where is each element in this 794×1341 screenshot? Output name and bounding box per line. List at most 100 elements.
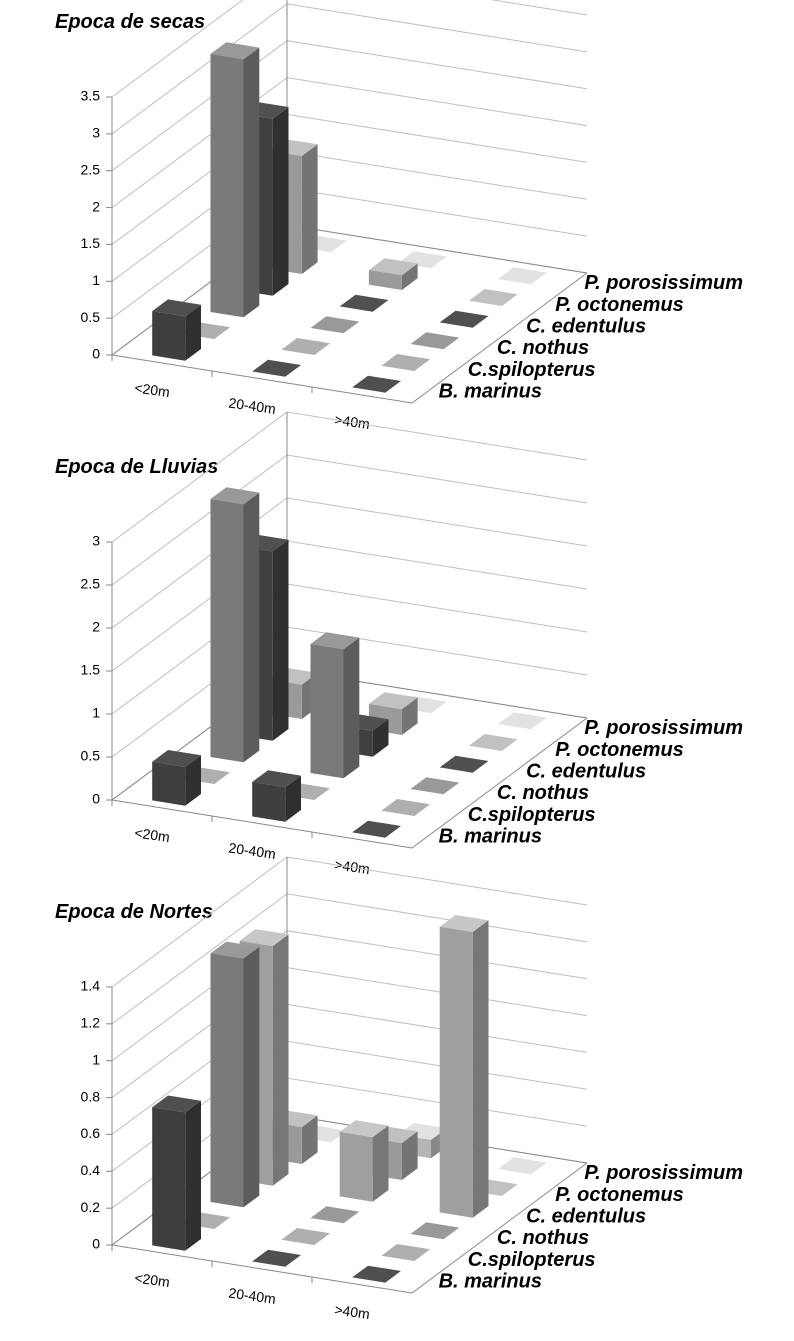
bar-top: [339, 1120, 389, 1138]
bar-side: [301, 144, 318, 274]
bar-front: [339, 1131, 373, 1202]
bar: [339, 294, 389, 312]
bar-top: [439, 310, 489, 328]
bar: [410, 1222, 460, 1240]
bar-front: [368, 270, 402, 290]
y-tick-label: 1: [92, 272, 100, 288]
bar-top: [252, 1249, 301, 1267]
bar-side: [272, 107, 289, 296]
bar: [468, 289, 518, 306]
x-tick-label: >40m: [334, 1301, 371, 1322]
chart-title: Epoca de Lluvias: [55, 456, 218, 478]
bar-side: [343, 637, 360, 779]
bar-side: [285, 775, 301, 822]
y-tick-label: 3.5: [81, 88, 101, 104]
x-tick-label: <20m: [134, 379, 171, 400]
x-tick-label: <20m: [134, 824, 171, 845]
bar: [468, 734, 518, 751]
bar-top: [310, 1206, 360, 1224]
axis-line: [111, 987, 588, 1294]
y-tick-label: 0.5: [81, 748, 101, 764]
bar: [152, 750, 201, 806]
x-tick-label: 20-40m: [228, 394, 277, 416]
bar-side: [372, 719, 389, 757]
bar: [281, 1228, 331, 1245]
bar: [210, 941, 260, 1208]
bar-top: [368, 692, 418, 710]
chart-title: Epoca de secas: [55, 11, 205, 33]
bar-top: [352, 375, 401, 393]
bar-top: [152, 750, 201, 767]
y-tick-label: 2.5: [81, 161, 101, 177]
y-tick-label: 1.4: [81, 978, 101, 994]
bar-side: [401, 697, 418, 735]
series-label: P. octonemus: [555, 1184, 684, 1206]
y-tick-label: 0: [92, 791, 100, 807]
bar-top: [468, 289, 518, 306]
y-tick-label: 2: [92, 198, 100, 214]
series-label: B. marinus: [439, 825, 542, 847]
bar-top: [252, 770, 301, 788]
chart-title: Epoca de Nortes: [55, 901, 213, 923]
y-tick-label: 0: [92, 1236, 100, 1252]
series-label: C.spilopterus: [468, 1249, 596, 1271]
axis-line: [111, 542, 588, 849]
bar: [252, 359, 301, 377]
bar-front: [152, 761, 186, 806]
bar: [252, 770, 301, 822]
bar-top: [252, 359, 301, 377]
bar-front: [439, 926, 473, 1218]
bar-top: [352, 1265, 401, 1283]
bar-top: [339, 294, 389, 312]
bar-front: [152, 1107, 186, 1251]
chart: Epoca de Lluvias 0 0.5 1 1.5 2 2.5 3 <20m 20-40m >…: [55, 411, 743, 877]
bar-top: [281, 1228, 331, 1245]
bar: [352, 1265, 401, 1283]
bar: [498, 1157, 547, 1175]
bar: [352, 820, 401, 838]
bar: [210, 42, 260, 318]
axis-line: [286, 857, 588, 1164]
bar: [281, 338, 331, 355]
x-tick-label: 20-40m: [228, 839, 277, 861]
bar-top: [310, 316, 360, 334]
bar-side: [243, 47, 260, 318]
bar: [152, 299, 201, 361]
bar: [339, 1120, 389, 1202]
bar-top: [368, 258, 418, 276]
bar-front: [210, 953, 244, 1208]
bar-front: [210, 499, 244, 763]
series-label: C. nothus: [497, 337, 589, 359]
bar: [439, 755, 489, 773]
grid-line: [111, 497, 588, 629]
series-label: C. nothus: [497, 782, 589, 804]
y-tick-label: 0.5: [81, 309, 101, 325]
bar-top: [498, 1157, 547, 1175]
bar-side: [185, 304, 201, 361]
bar-side: [272, 934, 289, 1186]
series-label: C. edentulus: [526, 315, 646, 337]
bar-side: [472, 920, 489, 1218]
y-tick-label: 1: [92, 705, 100, 721]
x-tick-label: >40m: [334, 411, 371, 432]
bar-side: [301, 1115, 318, 1164]
series-label: B. marinus: [439, 380, 542, 402]
bar-top: [152, 299, 201, 317]
series-label: C. nothus: [497, 1227, 589, 1249]
bar-top: [210, 487, 260, 505]
bar: [498, 267, 547, 285]
bar-top: [281, 338, 331, 355]
x-tick-label: >40m: [334, 856, 371, 877]
bar-side: [185, 1100, 201, 1251]
bar-top: [210, 42, 260, 60]
y-tick-label: 1.2: [81, 1015, 101, 1031]
bar-side: [272, 539, 289, 741]
bar: [310, 316, 360, 334]
bar-top: [439, 915, 489, 932]
bar: [439, 915, 489, 1218]
y-tick-label: 3: [92, 125, 100, 141]
grid-line: [111, 187, 588, 319]
bar-top: [381, 1244, 431, 1261]
bar-top: [439, 755, 489, 773]
